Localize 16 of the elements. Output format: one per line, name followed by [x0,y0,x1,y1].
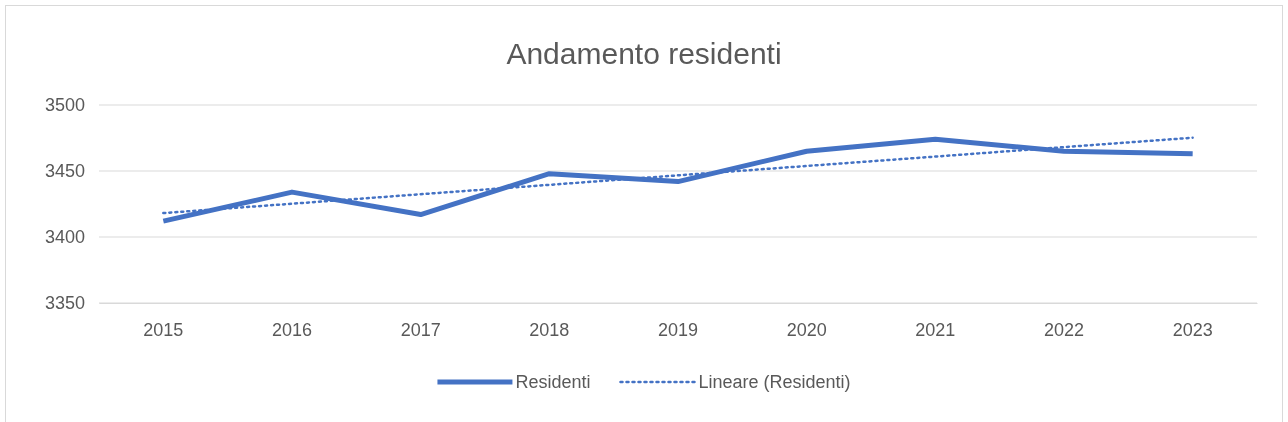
x-tick-label: 2022 [1043,319,1085,340]
legend-label: Residenti [515,372,591,392]
x-tick-label: 2018 [529,319,570,340]
x-tick-label: 2019 [657,319,699,340]
x-tick-label: 2015 [143,319,184,340]
y-tick-label: 3350 [44,293,85,314]
x-tick-label: 2016 [271,319,313,340]
y-tick-label: 3400 [44,227,85,248]
legend-label: Lineare (Residenti) [698,372,851,392]
chart-title: Andamento residenti [506,37,782,70]
y-tick-label: 3450 [44,161,85,182]
y-tick-label: 3500 [44,95,85,116]
x-tick-label: 2021 [915,319,956,340]
x-tick-label: 2023 [1172,319,1213,340]
x-tick-label: 2020 [786,319,827,340]
x-tick-label: 2017 [400,319,441,340]
